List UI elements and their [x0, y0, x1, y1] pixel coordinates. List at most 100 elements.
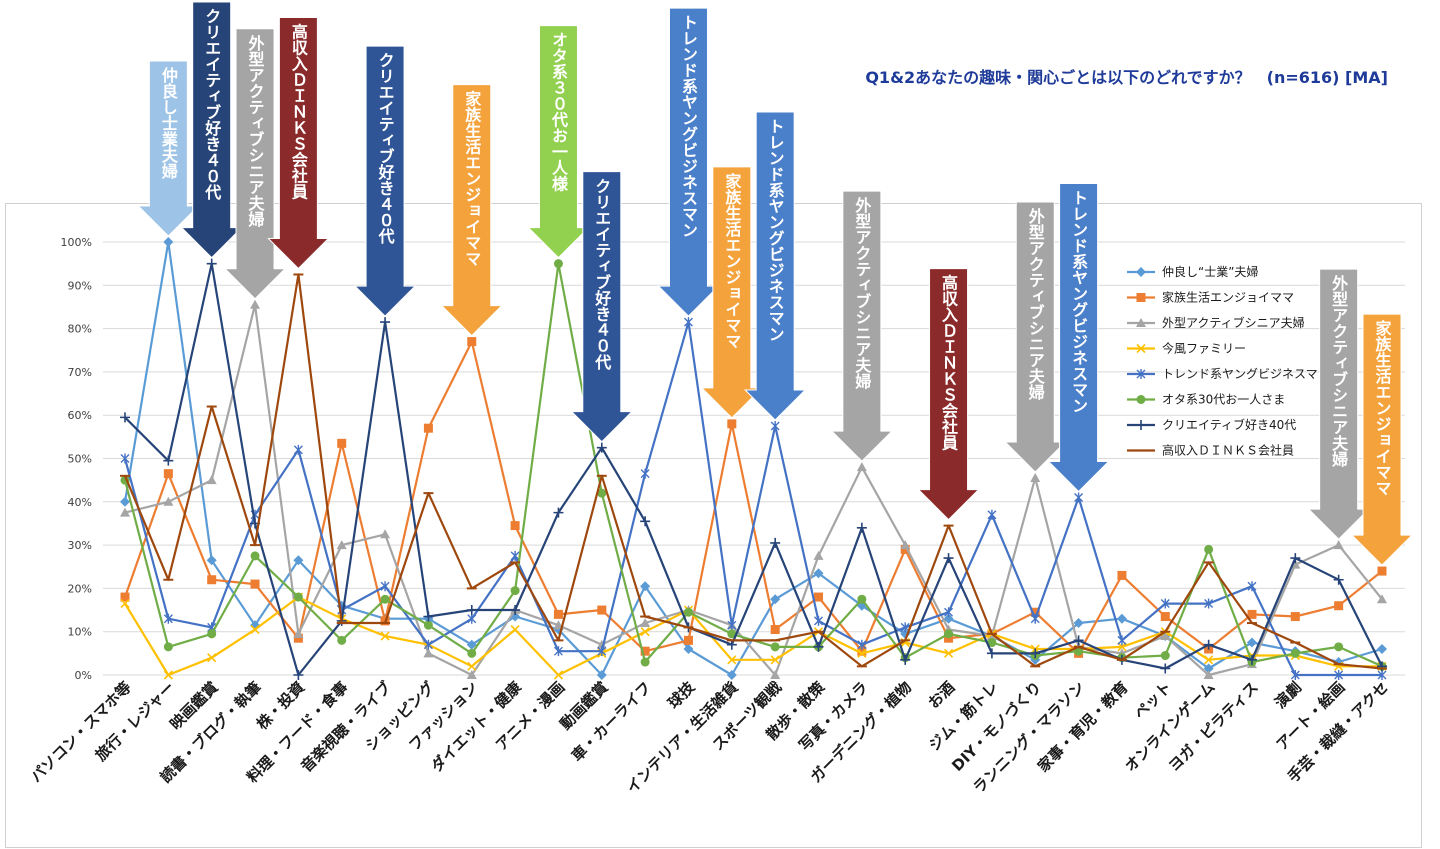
data-point [510, 586, 520, 596]
callout-shape [1350, 313, 1414, 566]
y-tick-label: 80% [68, 323, 92, 336]
callout-label: クリエイティブ好き４０代 [202, 8, 222, 201]
data-point [986, 648, 997, 659]
data-point [770, 594, 781, 605]
data-point [466, 639, 477, 650]
callout-label: オタ系３０代お一人様 [549, 32, 569, 193]
callout-label: 外型アクティブシニア夫婦 [1329, 274, 1349, 468]
data-point [250, 624, 260, 635]
data-point [163, 496, 174, 506]
data-point [597, 605, 607, 615]
legend-item: 高収入ＤＩＮＫＳ会社員 [1127, 443, 1294, 458]
data-point [726, 670, 737, 680]
callout-shape [830, 190, 894, 462]
data-point [900, 654, 911, 665]
data-point [1247, 609, 1257, 619]
data-point [856, 522, 867, 533]
callout-shape [700, 166, 764, 419]
data-point [423, 648, 434, 658]
data-point [293, 555, 304, 566]
data-point [1377, 594, 1387, 604]
data-point [727, 629, 737, 639]
data-point [900, 540, 911, 550]
x-tick-label: 旅行・レジャー [92, 678, 178, 764]
data-point [1117, 642, 1127, 652]
data-point [683, 635, 693, 645]
data-point [163, 670, 173, 680]
data-point [337, 438, 347, 448]
data-point [293, 592, 303, 602]
data-point [120, 453, 130, 464]
callout-arrow: 仲良し士業夫婦 [137, 60, 200, 237]
data-point [987, 509, 997, 520]
data-point [206, 475, 217, 485]
data-point [987, 638, 997, 648]
y-tick-label: 20% [68, 582, 92, 595]
data-point [1030, 472, 1041, 482]
callout-arrow: クリエイティブ好き４０代 [353, 45, 417, 317]
callout-label: 外型アクティブシニア夫婦 [1026, 207, 1046, 401]
data-point [596, 442, 607, 453]
data-point [1246, 654, 1257, 665]
data-point [1160, 631, 1171, 641]
series-line [123, 273, 1383, 670]
x-tick-label: 車・カーライフ [568, 678, 655, 765]
callout-arrow: 外型アクティブシニア夫婦 [1004, 201, 1067, 473]
x-axis-labels: パソコン・スマホ等旅行・レジャー映画鑑賞読書・ブログ・執筆株・投資料理・フード・… [27, 677, 1392, 797]
data-point [207, 629, 217, 639]
data-point [640, 468, 650, 479]
callout-shape [657, 7, 720, 317]
data-point [1203, 639, 1214, 650]
legend-label: 高収入ＤＩＮＫＳ会社員 [1162, 443, 1294, 458]
data-point [1160, 663, 1171, 674]
data-point [467, 661, 477, 671]
legend-label: トレンド系ヤングビジネスマン [1162, 367, 1330, 381]
data-point [423, 423, 433, 433]
data-point [813, 550, 824, 560]
data-point [944, 607, 954, 618]
data-point [1290, 648, 1300, 658]
data-point [336, 540, 347, 550]
x-tick-label: 球技 [664, 677, 699, 712]
x-tick-label: お酒 [924, 678, 958, 712]
data-point [250, 551, 260, 561]
data-point [640, 646, 650, 656]
callouts: 仲良し士業夫婦 クリエイティブ好き４０代 外型アクティブシニア夫婦 高収入ＤＩＮＫＳ会… [137, 1, 1414, 566]
data-point [770, 625, 780, 635]
data-point [553, 507, 564, 518]
data-point [1136, 369, 1146, 379]
legend-label: オタ系30代お一人さま [1162, 393, 1285, 407]
data-point [943, 553, 954, 564]
data-point [423, 639, 433, 650]
data-point [1247, 581, 1257, 592]
data-point [1160, 651, 1170, 661]
callout-shape [353, 45, 417, 317]
data-point [727, 620, 737, 631]
legend-item: オタ系30代お一人さま [1127, 393, 1285, 407]
data-point [770, 537, 781, 548]
data-point [553, 259, 563, 269]
data-point [1377, 566, 1387, 576]
data-point [1334, 670, 1344, 680]
callout-shape [527, 25, 590, 259]
data-point [1203, 670, 1214, 679]
data-point [206, 555, 217, 566]
data-point [120, 496, 130, 507]
callout-label: クリエイティブ好き４０代 [592, 178, 612, 371]
legend-label: 外型アクティブシニア夫婦 [1162, 315, 1305, 330]
y-tick-label: 60% [68, 409, 92, 422]
data-point [640, 516, 651, 527]
data-point [943, 648, 954, 658]
y-tick-label: 10% [68, 626, 92, 639]
series-7 [120, 273, 1387, 670]
data-point [510, 605, 521, 616]
callout-shape [267, 16, 330, 270]
data-point [857, 648, 867, 658]
callout-label: トレンド系ヤングビジネスマン [1069, 189, 1088, 413]
callout-label: 家族生活エンジョイママ [722, 172, 741, 349]
data-point [1030, 607, 1040, 617]
y-tick-label: 90% [68, 279, 92, 292]
data-point [466, 605, 477, 616]
data-point [640, 618, 651, 628]
data-point [120, 412, 130, 423]
